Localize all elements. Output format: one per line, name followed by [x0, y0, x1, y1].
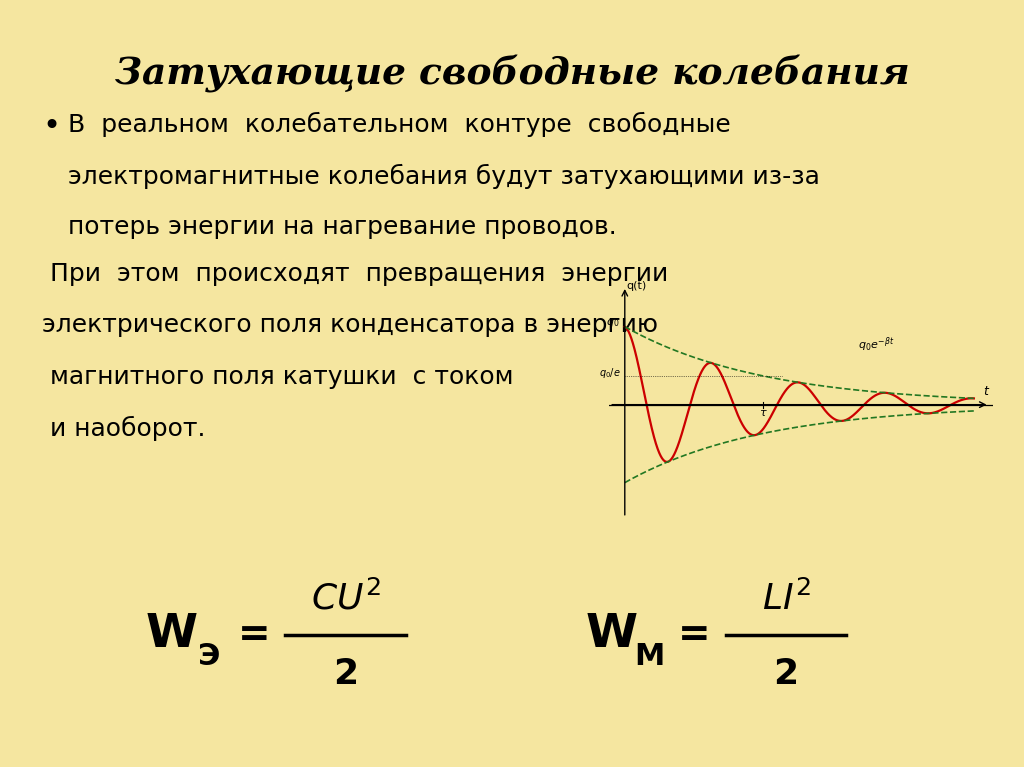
Text: $q_0$: $q_0$	[606, 317, 620, 329]
Text: В  реальном  колебательном  контуре  свободные: В реальном колебательном контуре свободн…	[68, 112, 730, 137]
Text: М: М	[635, 642, 665, 671]
Text: =: =	[678, 616, 711, 653]
Text: $\tau$: $\tau$	[759, 408, 768, 418]
Text: электрического поля конденсатора в энергию: электрического поля конденсатора в энерг…	[42, 314, 658, 337]
Text: 2: 2	[333, 657, 358, 691]
Text: потерь энергии на нагревание проводов.: потерь энергии на нагревание проводов.	[68, 215, 616, 239]
Text: W: W	[586, 612, 638, 657]
Text: При  этом  происходят  превращения  энергии: При этом происходят превращения энергии	[42, 262, 669, 286]
Text: электромагнитные колебания будут затухающими из-за: электромагнитные колебания будут затухаю…	[68, 163, 819, 189]
Text: =: =	[238, 616, 270, 653]
Text: t: t	[983, 384, 988, 397]
Text: 2: 2	[773, 657, 799, 691]
Text: Затухающие свободные колебания: Затухающие свободные колебания	[115, 55, 909, 93]
Text: Э: Э	[198, 642, 220, 671]
Text: $q_0/e$: $q_0/e$	[599, 366, 621, 380]
Text: и наоборот.: и наоборот.	[42, 416, 206, 441]
Text: q(t): q(t)	[627, 281, 646, 291]
Text: $CU^2$: $CU^2$	[311, 581, 381, 617]
Text: W: W	[145, 612, 198, 657]
Text: $q_0 e^{-\beta t}$: $q_0 e^{-\beta t}$	[857, 335, 894, 354]
Text: магнитного поля катушки  с током: магнитного поля катушки с током	[42, 364, 514, 389]
Text: $LI^2$: $LI^2$	[762, 581, 811, 617]
Text: •: •	[42, 112, 60, 141]
